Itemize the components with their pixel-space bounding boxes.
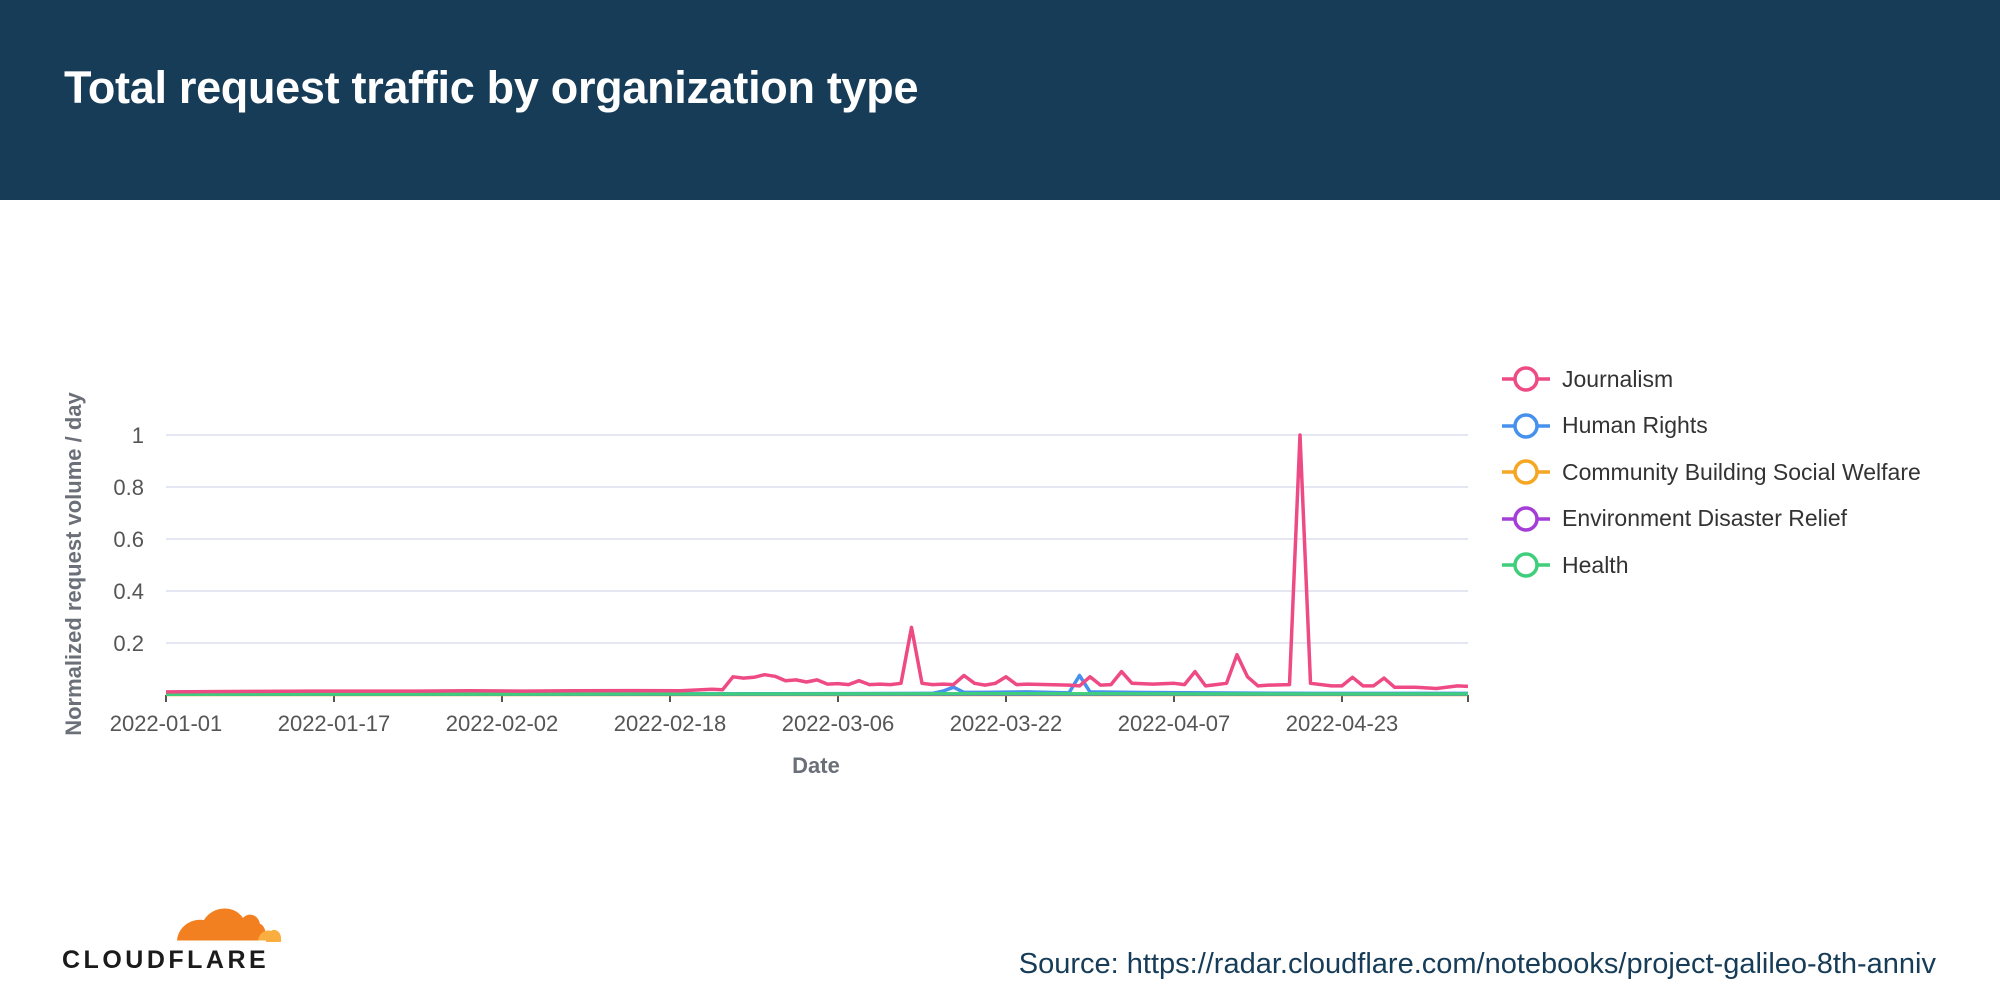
y-tick-label: 0.6	[113, 527, 144, 552]
legend-marker-icon	[1502, 552, 1550, 578]
legend-item[interactable]: Environment Disaster Relief	[1500, 496, 1980, 543]
x-tick-label: 2022-04-07	[1118, 711, 1231, 736]
y-axis-title: Normalized request volume / day	[61, 391, 86, 735]
cloudflare-wordmark: CLOUDFLARE	[62, 946, 270, 974]
legend-item[interactable]: Human Rights	[1500, 403, 1980, 450]
series-line-health	[165, 691, 1468, 696]
legend-label: Human Rights	[1562, 412, 1708, 439]
chart-legend: Journalism Human Rights Community Building…	[1500, 356, 1980, 589]
x-tick-label: 2022-01-01	[110, 711, 223, 736]
legend-label: Journalism	[1562, 365, 1674, 392]
x-tick-label: 2022-02-02	[446, 711, 559, 736]
legend-label: Health	[1562, 551, 1629, 578]
legend-label: Environment Disaster Relief	[1562, 505, 1848, 532]
legend-item[interactable]: Journalism	[1500, 356, 1980, 403]
y-tick-label: 0.4	[113, 579, 144, 604]
x-tick-label: 2022-03-06	[782, 711, 895, 736]
legend-item[interactable]: Community Building Social Welfare	[1500, 449, 1980, 496]
legend-marker-icon	[1502, 459, 1550, 485]
x-tick-label: 2022-02-18	[614, 711, 727, 736]
source-link[interactable]: Source: https://radar.cloudflare.com/not…	[1018, 948, 1936, 980]
legend-item[interactable]: Health	[1500, 542, 1980, 589]
x-tick-label: 2022-03-22	[950, 711, 1063, 736]
y-tick-label: 0.8	[113, 475, 144, 500]
cloudflare-logo-icon	[172, 908, 281, 944]
y-tick-label: 0.2	[113, 631, 144, 656]
legend-marker-icon	[1502, 506, 1550, 532]
series-line-journalism	[165, 433, 1469, 694]
legend-marker-icon	[1502, 366, 1550, 392]
x-tick-label: 2022-01-17	[278, 711, 391, 736]
x-axis-title: Date	[792, 753, 840, 778]
page-title: Total request traffic by organization ty…	[64, 62, 919, 113]
legend-marker-icon	[1502, 413, 1550, 439]
header-banner: Total request traffic by organization ty…	[0, 0, 2000, 200]
legend-label: Community Building Social Welfare	[1562, 458, 1921, 485]
y-tick-label: 1	[132, 423, 144, 448]
x-tick-label: 2022-04-23	[1286, 711, 1399, 736]
